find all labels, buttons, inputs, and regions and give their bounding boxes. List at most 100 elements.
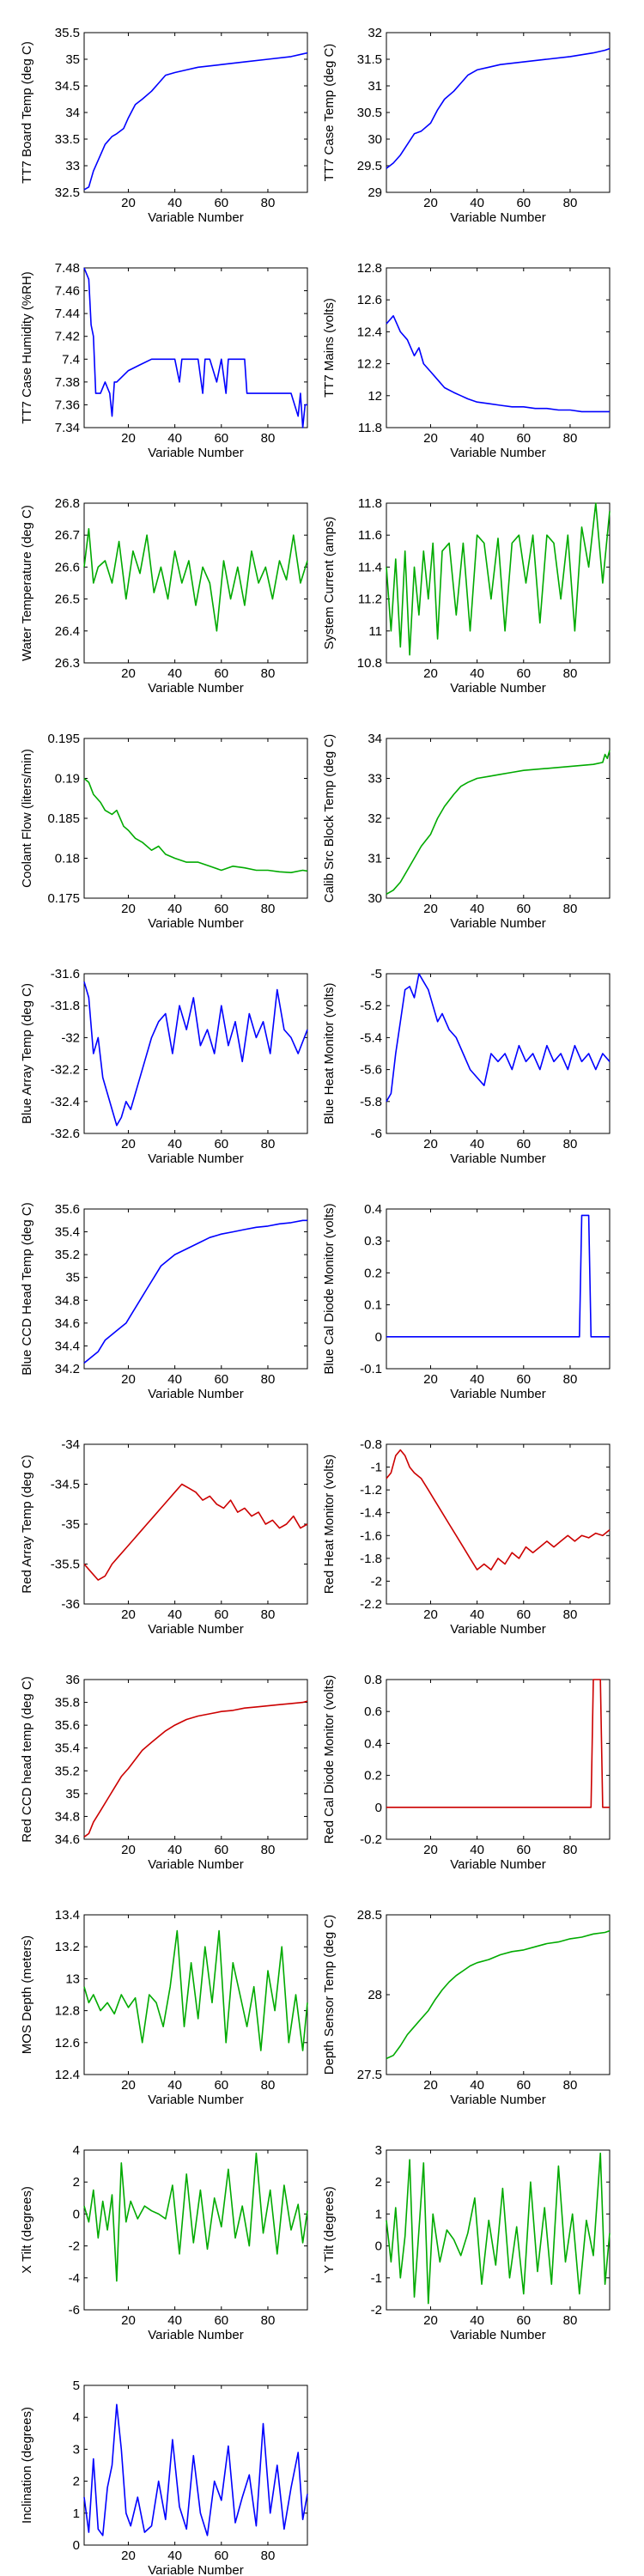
y-tick-label: 4 <box>73 2410 80 2425</box>
y-tick-label: 11 <box>368 624 382 639</box>
series-line <box>386 1679 610 1808</box>
y-tick-label: -31.8 <box>51 999 80 1013</box>
x-tick-label: 40 <box>167 902 182 916</box>
chart-panel: 29 29.5 30 30.5 31 31.5 32 20 40 60 80 Variable Num… <box>322 26 611 225</box>
plot-frame <box>83 1679 308 1840</box>
y-tick-label: 0.19 <box>55 772 80 787</box>
y-tick-label: 3 <box>375 2143 382 2158</box>
y-tick-label: 10.8 <box>357 656 382 671</box>
y-tick-label: -5.4 <box>360 1030 382 1045</box>
y-axis-label: Depth Sensor Temp (deg C) <box>322 1915 337 2075</box>
x-axis-label: Variable Number <box>148 2563 243 2576</box>
y-axis-label: Y Tilt (degrees) <box>322 2186 337 2273</box>
y-tick-label: -4 <box>69 2271 80 2286</box>
y-tick-label: 35.8 <box>55 1696 80 1710</box>
x-tick-label: 60 <box>516 1137 531 1151</box>
y-tick-label: 34 <box>368 732 382 746</box>
y-tick-label: 35.2 <box>55 1764 80 1778</box>
x-tick-label: 60 <box>516 1843 531 1857</box>
y-tick-label: 2 <box>73 2175 80 2190</box>
y-tick-label: 12.4 <box>55 2068 80 2082</box>
x-tick-label: 20 <box>423 2313 438 2328</box>
x-tick-label: 60 <box>214 1137 228 1151</box>
y-tick-label: 34.6 <box>55 1316 80 1331</box>
x-tick-label: 20 <box>423 1372 438 1387</box>
x-tick-label: 60 <box>214 1607 228 1622</box>
x-tick-label: 40 <box>167 2549 182 2563</box>
chart-panel: 30 31 32 33 34 20 40 60 80 Variable Number Calib S… <box>322 732 611 931</box>
x-tick-label: 60 <box>516 431 531 446</box>
x-tick-label: 60 <box>214 902 228 916</box>
series-line <box>386 2152 611 2305</box>
y-tick-label: 0.6 <box>364 1704 382 1719</box>
x-axis-label: Variable Number <box>450 1857 545 1872</box>
series-line <box>83 2152 308 2282</box>
plot-frame <box>83 32 308 193</box>
chart-panel: 12.4 12.6 12.8 13 13.2 13.4 20 40 60 80 Variable N… <box>20 1908 308 2107</box>
y-tick-label: 34.6 <box>55 1832 80 1847</box>
plot-frame <box>83 2385 308 2546</box>
plot-frame <box>386 973 611 1134</box>
x-tick-label: 20 <box>423 2078 438 2093</box>
plot-frame <box>83 1914 308 2075</box>
x-axis-label: Variable Number <box>450 210 545 225</box>
series-line <box>386 47 611 169</box>
x-axis-label: Variable Number <box>450 446 545 460</box>
chart-panel: 0.175 0.18 0.185 0.19 0.195 20 40 60 80 Variable … <box>20 732 308 931</box>
y-axis-label: System Current (amps) <box>322 516 337 649</box>
x-tick-label: 40 <box>470 902 484 916</box>
x-axis-label: Variable Number <box>450 2093 545 2107</box>
y-axis-label: Red CCD head temp (deg C) <box>20 1676 34 1842</box>
y-tick-label: 2 <box>73 2475 80 2489</box>
y-tick-label: 1 <box>375 2207 382 2221</box>
plot-frame <box>386 32 611 193</box>
x-tick-label: 60 <box>214 2549 228 2563</box>
x-tick-label: 80 <box>563 2313 578 2328</box>
y-axis-label: Coolant Flow (liters/min) <box>20 749 34 888</box>
x-tick-label: 40 <box>167 2313 182 2328</box>
x-tick-label: 40 <box>167 1137 182 1151</box>
series-line <box>386 973 611 1103</box>
x-axis-label: Variable Number <box>148 916 243 931</box>
plot-frame <box>386 267 611 428</box>
x-tick-label: 20 <box>423 1843 438 1857</box>
series-line <box>386 502 611 656</box>
x-tick-label: 20 <box>121 1137 136 1151</box>
x-tick-label: 80 <box>261 431 276 446</box>
x-tick-label: 40 <box>470 431 484 446</box>
y-tick-label: -34.5 <box>51 1478 80 1492</box>
x-axis-label: Variable Number <box>148 1387 243 1401</box>
y-tick-label: 0.4 <box>364 1202 382 1217</box>
y-tick-label: 34 <box>65 106 80 120</box>
y-tick-label: -6 <box>69 2303 80 2318</box>
y-axis-label: Blue CCD Head Temp (deg C) <box>20 1202 34 1375</box>
y-tick-label: 7.38 <box>55 375 80 390</box>
y-tick-label: 13.2 <box>55 1940 80 1954</box>
y-tick-label: 11.8 <box>358 496 382 511</box>
x-tick-label: 80 <box>563 196 578 210</box>
y-axis-label: Red Cal Diode Monitor (volts) <box>322 1675 337 1844</box>
y-tick-label: 12.8 <box>55 2004 80 2019</box>
y-tick-label: 31 <box>368 852 382 866</box>
y-tick-label: 26.6 <box>55 560 80 574</box>
x-tick-label: 80 <box>261 196 276 210</box>
chart-panel: 27.5 28 28.5 20 40 60 80 Variable Number Depth S… <box>322 1908 611 2107</box>
y-axis-label: TT7 Mains (volts) <box>322 298 337 398</box>
y-tick-label: 36 <box>65 1673 80 1687</box>
y-tick-label: 7.48 <box>55 261 80 276</box>
y-axis-label: X Tilt (degrees) <box>20 2186 34 2274</box>
y-tick-label: 13 <box>65 1971 80 1986</box>
y-tick-label: -5.2 <box>360 999 382 1013</box>
y-tick-label: 13.4 <box>55 1908 80 1923</box>
x-tick-label: 40 <box>470 1137 484 1151</box>
y-tick-label: 34.8 <box>55 1293 80 1308</box>
x-tick-label: 60 <box>214 1372 228 1387</box>
chart-panel: -0.2 0 0.2 0.4 0.6 0.8 20 40 60 80 Variable Number… <box>322 1673 611 1872</box>
x-axis-label: Variable Number <box>148 446 243 460</box>
y-tick-label: 7.4 <box>62 352 80 367</box>
chart-panel: 32.5 33 33.5 34 34.5 35 35.5 20 40 60 80 Variable N… <box>20 26 308 225</box>
x-axis-label: Variable Number <box>148 210 243 225</box>
x-tick-label: 60 <box>214 2078 228 2093</box>
y-tick-label: 0.18 <box>55 852 80 866</box>
